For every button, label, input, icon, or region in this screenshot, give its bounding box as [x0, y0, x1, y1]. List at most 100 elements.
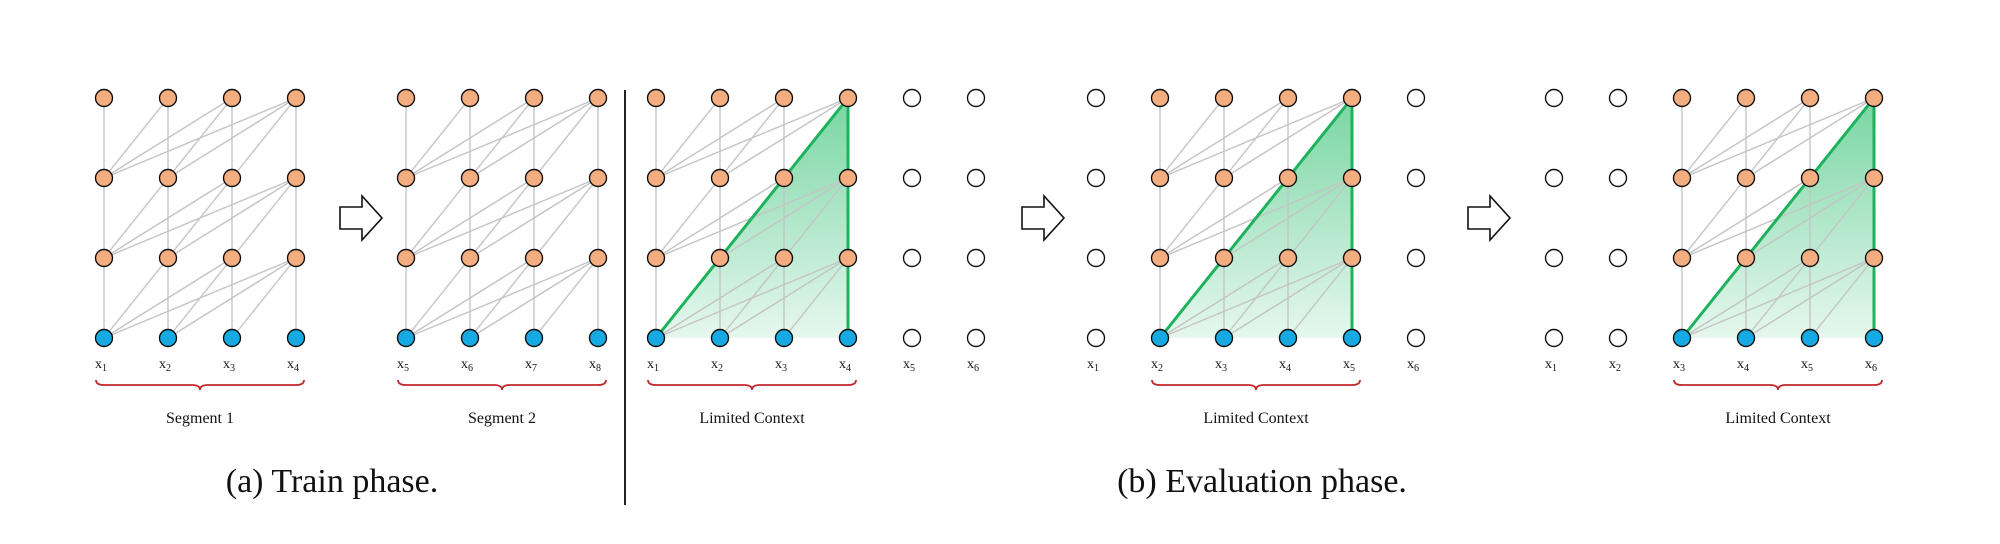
token-label: x1	[647, 357, 659, 374]
token-label: x1	[1087, 357, 1099, 374]
context-diagonal	[1158, 97, 1354, 339]
token-labels: x5 x6 x7 x8	[397, 357, 601, 374]
segment-label: Limited Context	[1725, 410, 1831, 427]
edge	[231, 177, 297, 259]
edge	[1159, 177, 1225, 259]
hidden-node	[1342, 88, 1362, 108]
hidden-node	[588, 248, 608, 268]
empty-node	[1086, 88, 1106, 108]
edge	[1745, 97, 1875, 179]
token-label: x5	[1343, 357, 1355, 374]
hidden-node	[222, 168, 242, 188]
empty-node	[1086, 248, 1106, 268]
hidden-node	[1864, 248, 1884, 268]
edge	[1287, 177, 1353, 259]
hidden-node	[1736, 248, 1756, 268]
edge	[1223, 177, 1353, 259]
edge	[655, 97, 721, 179]
input-node	[396, 328, 416, 348]
empty-node	[966, 168, 986, 188]
hidden-node	[396, 168, 416, 188]
token-label: x1	[1545, 357, 1557, 374]
edge	[1681, 177, 1811, 259]
edge	[533, 177, 599, 259]
hidden-node	[158, 168, 178, 188]
edge	[655, 177, 721, 259]
hidden-node	[774, 168, 794, 188]
edge	[103, 257, 233, 339]
empty-node	[1544, 328, 1564, 348]
empty-node	[1608, 88, 1628, 108]
edge	[103, 257, 297, 339]
token-label: x3	[1673, 357, 1685, 374]
edge	[1159, 97, 1289, 179]
edge	[469, 97, 599, 179]
token-label: x3	[1215, 357, 1227, 374]
context-diagonal	[654, 97, 850, 339]
hidden-node	[1278, 88, 1298, 108]
edge	[1745, 177, 1875, 259]
edge	[103, 97, 297, 179]
token-label: x7	[525, 357, 537, 374]
hidden-node	[710, 248, 730, 268]
hidden-node	[1800, 248, 1820, 268]
hidden-node	[222, 88, 242, 108]
token-label: x2	[159, 357, 171, 374]
edge	[1223, 257, 1353, 339]
input-node	[1278, 328, 1298, 348]
hidden-node	[1672, 248, 1692, 268]
edge	[1681, 97, 1875, 179]
edge	[1681, 97, 1811, 179]
input-node	[1864, 328, 1884, 348]
input-node	[838, 328, 858, 348]
edge	[1809, 177, 1875, 259]
edge	[405, 177, 471, 259]
edges	[103, 97, 297, 339]
input-node	[158, 328, 178, 348]
edge	[1681, 257, 1875, 339]
caption-train-phase: (a) Train phase.	[226, 463, 438, 500]
hidden-node	[1150, 168, 1170, 188]
edge	[655, 257, 785, 339]
segment-brace	[397, 379, 607, 391]
edge	[167, 97, 297, 179]
hidden-node	[524, 248, 544, 268]
hidden-node	[1150, 248, 1170, 268]
hidden-node	[1672, 88, 1692, 108]
hidden-node	[1150, 88, 1170, 108]
token-label: x2	[1609, 357, 1621, 374]
empty-node	[902, 88, 922, 108]
nodes	[396, 88, 608, 348]
input-node	[710, 328, 730, 348]
edge	[533, 257, 599, 339]
transition-arrow-icon	[1021, 193, 1066, 243]
hidden-node	[460, 88, 480, 108]
arrows-layer	[339, 193, 1512, 243]
edge	[103, 177, 297, 259]
edge	[1809, 257, 1875, 339]
nodes	[1086, 88, 1426, 348]
transition-arrow-icon	[339, 193, 384, 243]
empty-node	[966, 88, 986, 108]
edge	[405, 257, 599, 339]
hidden-node	[94, 248, 114, 268]
edges	[405, 97, 599, 339]
input-node	[1672, 328, 1692, 348]
hidden-node	[588, 168, 608, 188]
empty-node	[1544, 88, 1564, 108]
hidden-node	[1342, 248, 1362, 268]
edge	[1159, 97, 1225, 179]
token-label: x4	[1737, 357, 1749, 374]
empty-node	[1406, 248, 1426, 268]
hidden-node	[396, 248, 416, 268]
hidden-node	[222, 248, 242, 268]
hidden-node	[286, 168, 306, 188]
edge	[655, 97, 849, 179]
hidden-node	[1800, 168, 1820, 188]
token-label: x5	[1801, 357, 1813, 374]
hidden-node	[1214, 248, 1234, 268]
token-label: x4	[839, 357, 851, 374]
hidden-node	[1800, 88, 1820, 108]
empty-node	[1086, 168, 1106, 188]
